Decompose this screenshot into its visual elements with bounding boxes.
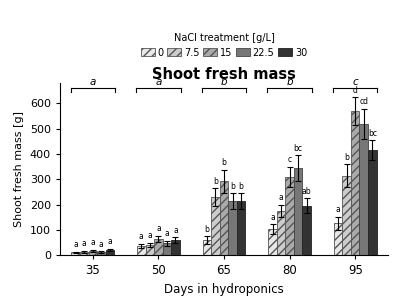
Bar xyxy=(137,246,146,255)
Text: b: b xyxy=(204,225,209,234)
Text: a: a xyxy=(164,229,169,238)
Bar xyxy=(88,251,97,255)
Bar xyxy=(146,245,154,255)
Bar xyxy=(342,176,351,255)
Bar xyxy=(203,240,211,255)
Text: a: a xyxy=(139,233,144,241)
Text: b: b xyxy=(239,182,244,191)
Text: bc: bc xyxy=(294,144,303,153)
Text: c: c xyxy=(288,155,292,164)
Bar xyxy=(351,111,360,255)
Text: a: a xyxy=(82,239,87,248)
Bar xyxy=(72,252,80,255)
X-axis label: Days in hydroponics: Days in hydroponics xyxy=(164,283,284,296)
Bar xyxy=(294,168,302,255)
Bar xyxy=(106,250,114,255)
Text: a: a xyxy=(90,238,95,247)
Bar xyxy=(97,252,106,255)
Text: a: a xyxy=(148,231,152,240)
Bar xyxy=(80,252,88,255)
Text: b: b xyxy=(230,182,235,191)
Text: a: a xyxy=(99,240,104,249)
Bar xyxy=(163,243,171,255)
Text: a: a xyxy=(108,237,112,246)
Text: a: a xyxy=(336,206,340,214)
Bar xyxy=(171,240,180,255)
Text: a: a xyxy=(90,77,96,87)
Bar xyxy=(302,206,311,255)
Bar xyxy=(228,201,237,255)
Legend: 0, 7.5, 15, 22.5, 30: 0, 7.5, 15, 22.5, 30 xyxy=(141,33,307,58)
Text: b: b xyxy=(221,77,227,87)
Bar xyxy=(220,181,228,255)
Bar xyxy=(237,201,245,255)
Text: b: b xyxy=(344,153,349,162)
Bar xyxy=(277,211,285,255)
Text: bc: bc xyxy=(368,129,377,138)
Bar xyxy=(360,124,368,255)
Text: a: a xyxy=(155,77,162,87)
Bar xyxy=(268,229,277,255)
Text: a: a xyxy=(156,224,161,233)
Text: a: a xyxy=(279,193,284,202)
Bar xyxy=(211,197,220,255)
Y-axis label: Shoot fresh mass [g]: Shoot fresh mass [g] xyxy=(14,111,24,227)
Text: ab: ab xyxy=(302,187,312,196)
Bar xyxy=(334,223,342,255)
Text: a: a xyxy=(270,213,275,222)
Text: b: b xyxy=(286,77,293,87)
Bar xyxy=(154,239,163,255)
Text: b: b xyxy=(222,158,226,167)
Text: a: a xyxy=(73,240,78,249)
Bar xyxy=(285,177,294,255)
Text: a: a xyxy=(173,226,178,235)
Text: cd: cd xyxy=(359,97,368,106)
Text: c: c xyxy=(352,77,358,87)
Text: b: b xyxy=(213,177,218,186)
Title: Shoot fresh mass: Shoot fresh mass xyxy=(152,67,296,82)
Text: d: d xyxy=(353,86,358,94)
Bar xyxy=(368,150,376,255)
